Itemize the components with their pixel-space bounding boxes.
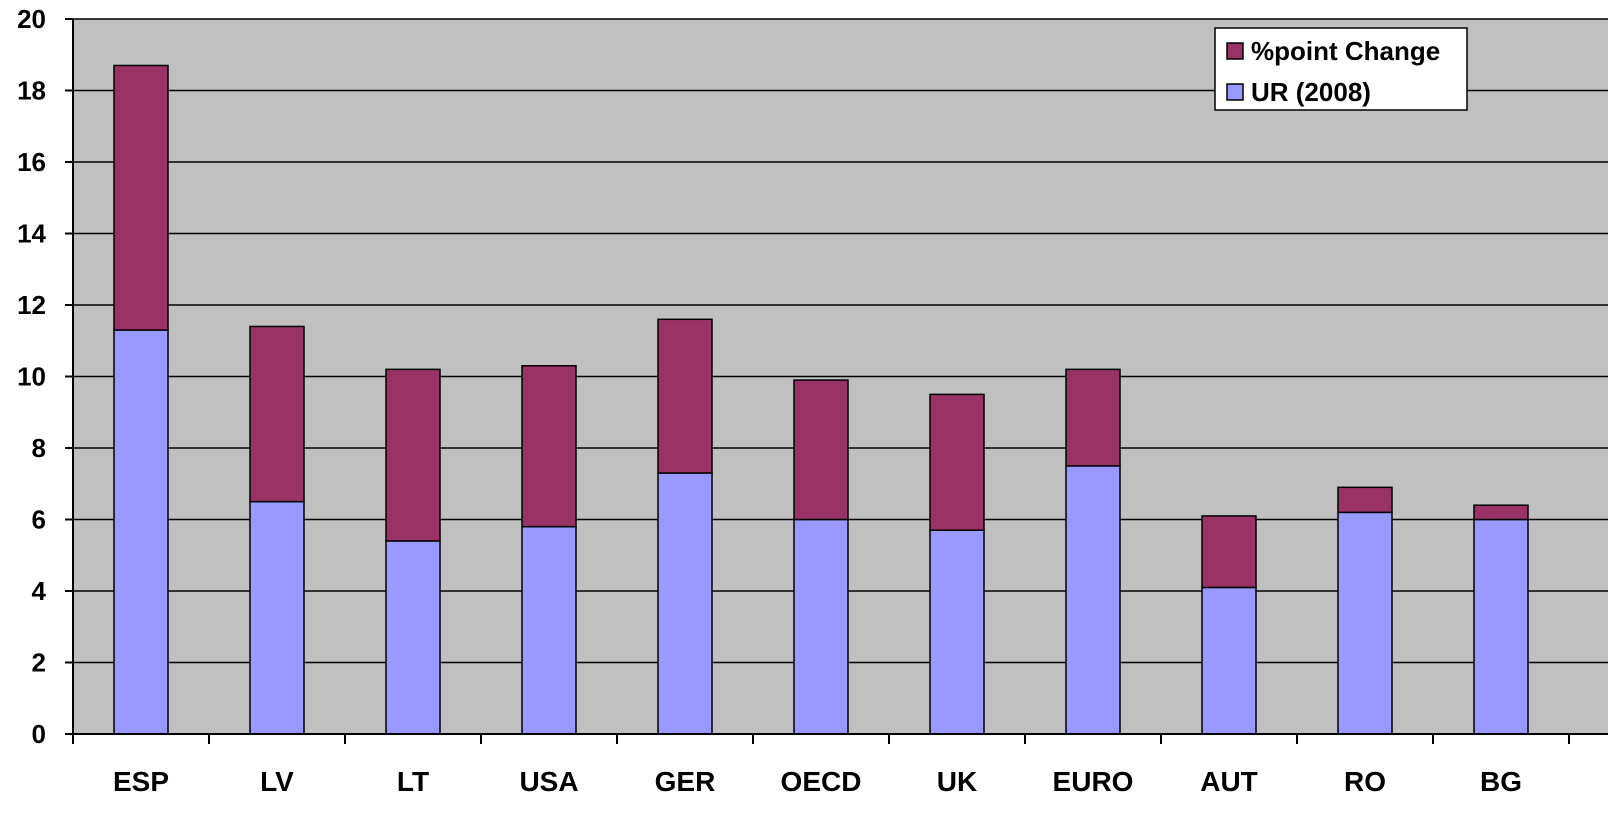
bar-point-change-bg — [1473, 504, 1529, 521]
x-axis-ticks: ESP LV LT USA GER OECD UK EURO AUT RO BG — [72, 734, 1570, 797]
y-tick-label: 6 — [32, 505, 46, 535]
y-tick-label: 16 — [17, 147, 46, 177]
bar-point-change-lv — [249, 325, 305, 503]
bar-point-change-aut — [1201, 515, 1257, 589]
x-tick-label-uk: UK — [937, 766, 977, 797]
legend-label: %point Change — [1251, 36, 1440, 66]
bar-point-change-ro — [1337, 486, 1393, 514]
bar-point-change-esp — [113, 64, 169, 331]
x-tick-label-oecd: OECD — [781, 766, 862, 797]
y-tick-label: 12 — [17, 290, 46, 320]
bar-ur-2008-ger — [657, 472, 713, 735]
x-tick-label-bg: BG — [1480, 766, 1522, 797]
bar-ur-2008-esp — [113, 329, 169, 735]
bar-point-change-euro — [1065, 368, 1121, 467]
y-tick-label: 10 — [17, 362, 46, 392]
bar-ur-2008-aut — [1201, 586, 1257, 735]
bar-point-change-oecd — [793, 379, 849, 521]
y-tick-label: 0 — [32, 719, 46, 749]
legend-label: UR (2008) — [1251, 77, 1371, 107]
x-tick-label-ro: RO — [1344, 766, 1386, 797]
bar-ur-2008-ro — [1337, 511, 1393, 735]
y-tick-label: 20 — [17, 4, 46, 34]
bars — [113, 64, 1529, 735]
bar-point-change-usa — [521, 365, 577, 528]
legend: %point Change UR (2008) — [1214, 27, 1468, 111]
y-tick-label: 2 — [32, 648, 46, 678]
x-tick-label-aut: AUT — [1200, 766, 1258, 797]
y-tick-label: 8 — [32, 433, 46, 463]
bar-point-change-lt — [385, 368, 441, 542]
x-tick-label-euro: EURO — [1053, 766, 1134, 797]
bar-point-change-uk — [929, 393, 985, 531]
bar-ur-2008-usa — [521, 525, 577, 735]
x-tick-label-lv: LV — [260, 766, 294, 797]
bar-ur-2008-euro — [1065, 465, 1121, 735]
bar-ur-2008-bg — [1473, 518, 1529, 735]
x-tick-label-esp: ESP — [113, 766, 169, 797]
y-tick-label: 4 — [32, 576, 47, 606]
y-tick-label: 18 — [17, 76, 46, 106]
legend-swatch — [1226, 42, 1244, 60]
legend-box — [1214, 27, 1468, 111]
x-tick-label-lt: LT — [397, 766, 429, 797]
x-tick-label-ger: GER — [655, 766, 716, 797]
y-tick-label: 14 — [17, 219, 46, 249]
y-axis-ticks: 0 2 4 6 8 10 12 14 16 18 20 — [17, 4, 73, 749]
bar-point-change-ger — [657, 318, 713, 474]
bar-ur-2008-lv — [249, 500, 305, 735]
x-tick-label-usa: USA — [519, 766, 578, 797]
bar-ur-2008-lt — [385, 540, 441, 735]
bar-ur-2008-oecd — [793, 518, 849, 735]
bar-ur-2008-uk — [929, 529, 985, 735]
legend-swatch — [1226, 83, 1244, 101]
